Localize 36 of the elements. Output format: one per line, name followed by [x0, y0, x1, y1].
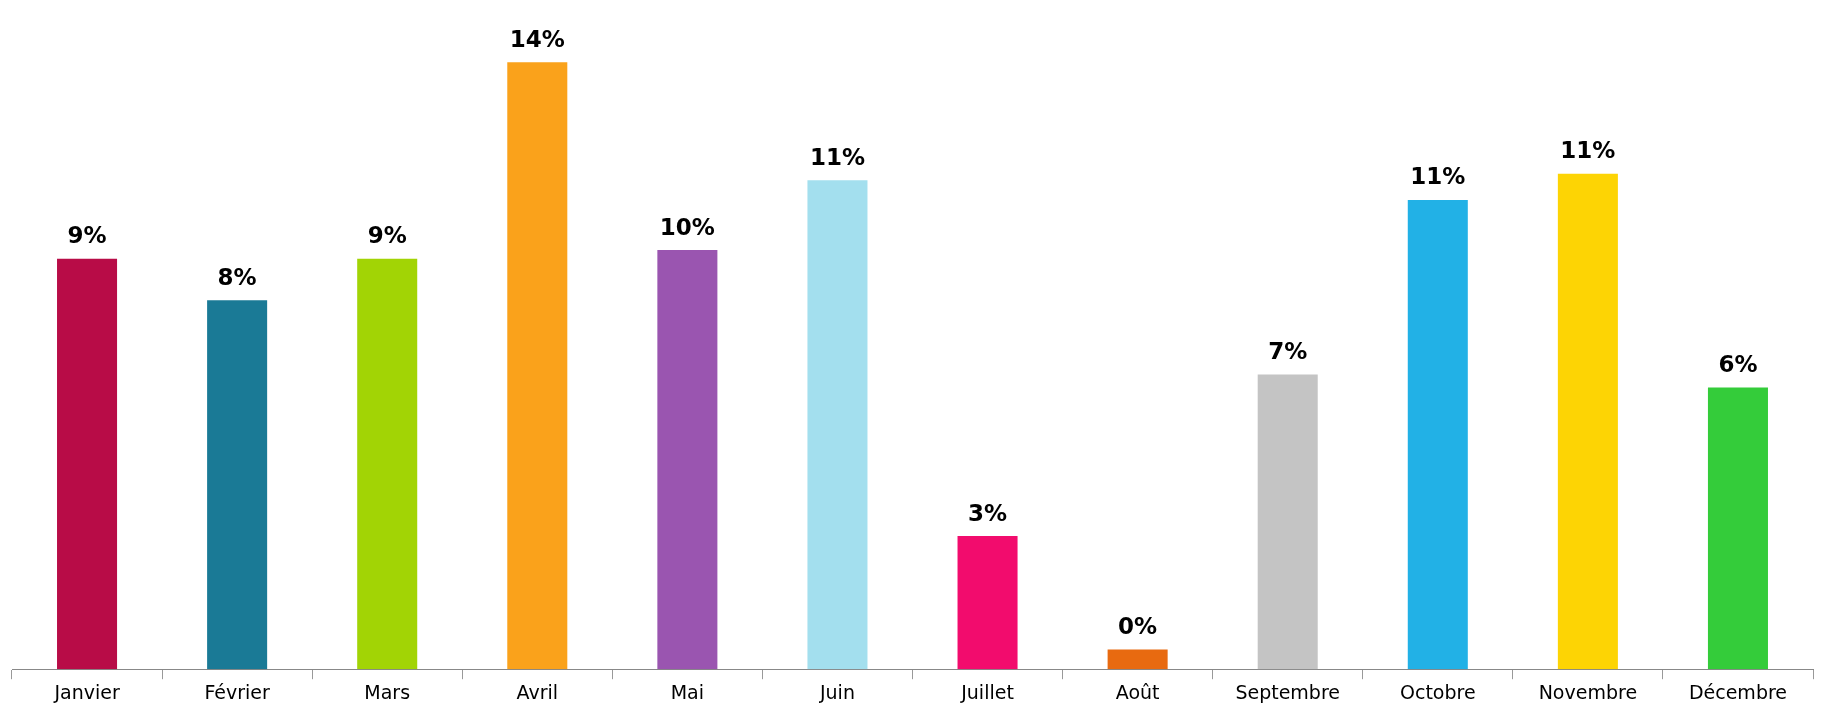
bar	[657, 250, 718, 670]
data-label: 11%	[1560, 137, 1616, 164]
x-tick-label: Novembre	[1538, 680, 1638, 703]
bar	[507, 62, 568, 670]
x-tick-label: Août	[1115, 680, 1160, 703]
data-label: 7%	[1268, 337, 1308, 364]
data-label: 6%	[1718, 351, 1758, 378]
data-label: 9%	[67, 222, 107, 249]
data-label: 8%	[217, 263, 257, 290]
x-tick-label: Mai	[670, 680, 705, 703]
bar	[1707, 387, 1768, 670]
data-label: 14%	[509, 25, 565, 52]
x-tick-label: Janvier	[53, 680, 120, 703]
bar	[1407, 199, 1468, 670]
data-label: 9%	[367, 222, 407, 249]
x-tick-label: Avril	[516, 680, 559, 703]
x-tick-label: Décembre	[1688, 680, 1788, 703]
x-tick-label: Juillet	[960, 680, 1014, 703]
bar	[807, 180, 868, 670]
data-label: 3%	[968, 499, 1008, 526]
x-tick-label: Octobre	[1399, 680, 1476, 703]
bar	[1557, 173, 1618, 670]
bar	[957, 536, 1018, 670]
x-tick-label: Juin	[818, 680, 855, 703]
data-label: 0%	[1118, 613, 1158, 640]
bar	[1257, 374, 1318, 670]
bar	[57, 258, 118, 670]
x-tick-label: Février	[204, 680, 271, 703]
bar	[1107, 649, 1168, 670]
data-label: 11%	[809, 143, 865, 170]
data-label: 10%	[659, 213, 715, 240]
bar	[357, 258, 418, 670]
x-tick-label: Septembre	[1235, 680, 1341, 703]
data-label: 11%	[1410, 163, 1466, 190]
bar	[207, 300, 268, 670]
x-tick-label: Mars	[364, 680, 411, 703]
